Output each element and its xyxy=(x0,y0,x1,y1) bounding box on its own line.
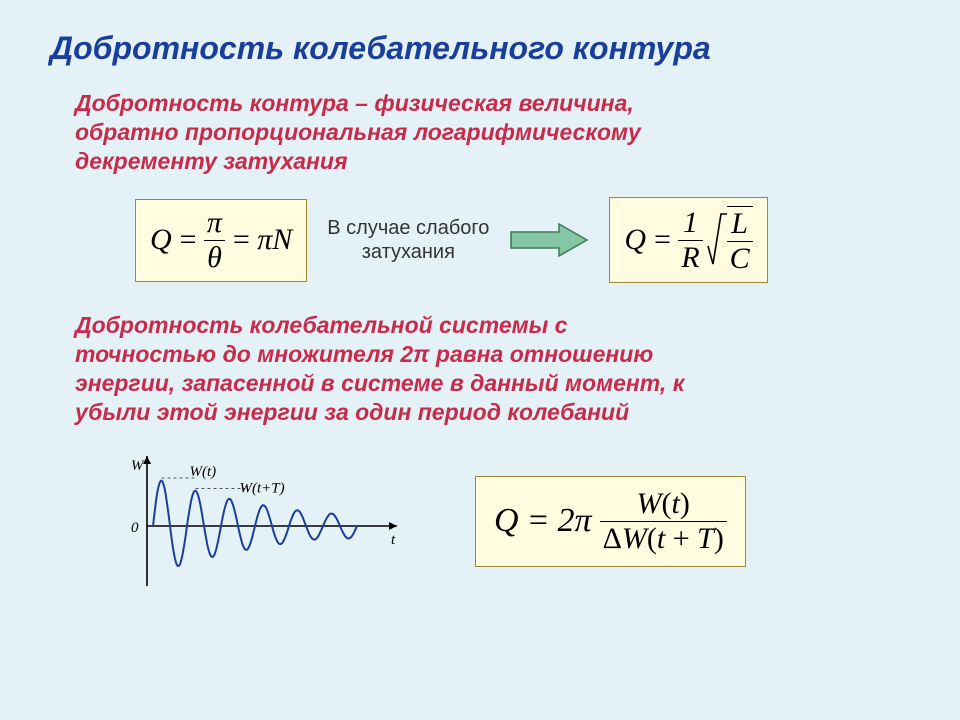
page-title: Добротность колебательного контура xyxy=(45,30,915,67)
f2-frac1: 1 R xyxy=(678,208,702,273)
formula-q-lc: Q = 1 R L C xyxy=(609,197,767,283)
weak-damping-text: В случае слабого затухания xyxy=(327,216,489,264)
f1-frac1: π θ xyxy=(204,208,225,273)
svg-text:t: t xyxy=(391,532,396,548)
damped-oscillation-plot: Wt 0 W(t) W(t+T) xyxy=(105,446,405,596)
def2-line4: убыли этой энергии за один период колеба… xyxy=(75,399,629,425)
formula-q-pi-theta: Q = π θ = πN xyxy=(135,199,307,282)
row-plot-formula: Wt 0 W(t) W(t+T) Q = 2π W(t) ΔW(t + T) xyxy=(45,446,915,596)
f2-den1: R xyxy=(678,243,702,273)
formula-row-1: Q = π θ = πN В случае слабого затухания … xyxy=(45,197,915,283)
f3-lhs: Q xyxy=(494,502,519,540)
mid-line1: В случае слабого xyxy=(327,217,489,239)
def2-line2: точностью до множителя 2π равна отношени… xyxy=(75,341,653,367)
def2-line1: Добротность колебательной системы с xyxy=(75,312,567,338)
f2-sqrt-num: L xyxy=(728,209,751,239)
f2-lhs: Q xyxy=(624,223,646,257)
svg-text:0: 0 xyxy=(131,520,139,536)
def2-line3: энергии, запасенной в системе в данный м… xyxy=(75,370,684,396)
f1-lhs: Q xyxy=(150,223,172,257)
f1-num1: π xyxy=(204,208,225,238)
mid-line2: затухания xyxy=(362,241,455,263)
f3-coef: 2π xyxy=(558,502,592,540)
svg-text:W: W xyxy=(131,458,145,474)
f2-num1: 1 xyxy=(680,208,701,238)
def1-line1: Добротность контура – физическая величин… xyxy=(75,90,634,116)
f3-eq: = xyxy=(527,502,550,540)
f3-frac: W(t) ΔW(t + T) xyxy=(600,489,727,554)
f1-eq2: = xyxy=(231,223,251,257)
def1-line3: декременту затухания xyxy=(75,148,348,174)
svg-text:W(t): W(t) xyxy=(190,464,217,480)
f1-den1: θ xyxy=(204,243,225,273)
f1-eq: = xyxy=(178,223,198,257)
f2-sqrt-den: C xyxy=(727,244,753,274)
arrow-right-icon xyxy=(509,222,589,258)
definition-1: Добротность контура – физическая величин… xyxy=(45,89,915,175)
def1-line2: обратно пропорциональная логарифмическом… xyxy=(75,119,641,145)
definition-2: Добротность колебательной системы с точн… xyxy=(45,311,915,426)
f2-sqrt: L C xyxy=(707,206,753,274)
f1-rhs: πN xyxy=(257,223,292,257)
formula-q-energy: Q = 2π W(t) ΔW(t + T) xyxy=(475,476,746,567)
f2-eq: = xyxy=(652,223,672,257)
svg-text:W(t+T): W(t+T) xyxy=(240,481,285,497)
